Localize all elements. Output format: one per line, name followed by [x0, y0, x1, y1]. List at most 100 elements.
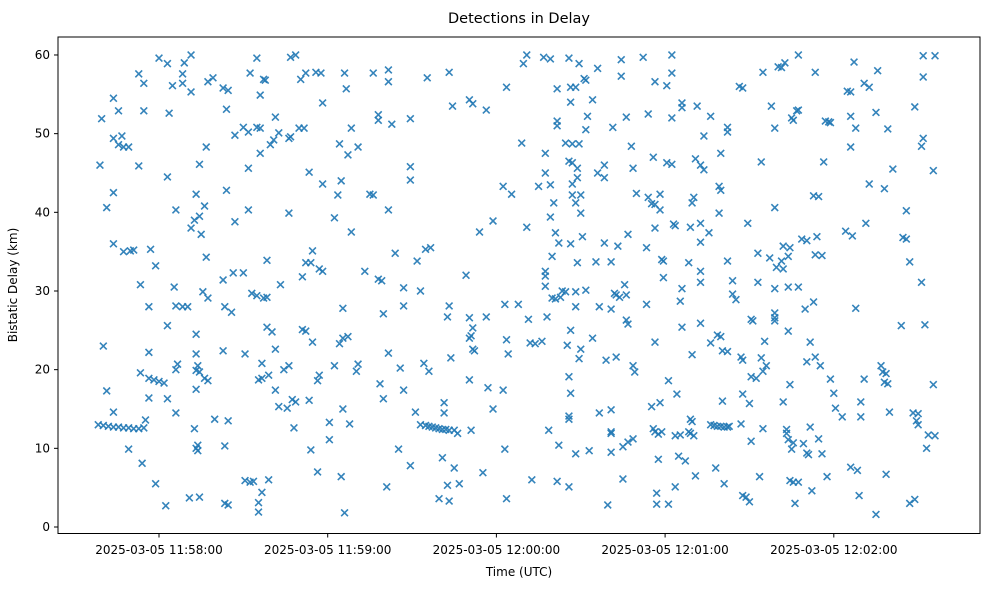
data-point-marker	[171, 365, 180, 374]
data-point-marker	[330, 361, 339, 370]
data-point-marker	[716, 332, 725, 341]
data-point-marker	[229, 268, 238, 277]
data-point-marker	[306, 258, 315, 267]
data-point-marker	[629, 361, 638, 370]
data-point-marker	[728, 290, 737, 299]
data-point-marker	[745, 497, 754, 506]
data-point-marker	[564, 412, 573, 421]
data-point-marker	[109, 408, 118, 417]
data-point-marker	[254, 498, 263, 507]
data-point-marker	[144, 394, 153, 402]
data-point-marker	[541, 149, 550, 158]
data-point-marker	[522, 223, 531, 232]
data-point-marker	[753, 249, 762, 258]
data-point-marker	[568, 139, 577, 148]
data-point-marker	[539, 53, 548, 62]
data-point-marker	[257, 488, 266, 497]
data-point-marker	[192, 190, 201, 199]
data-point-marker	[652, 500, 661, 509]
data-point-marker	[209, 73, 217, 82]
data-point-marker	[553, 84, 562, 93]
data-point-marker	[846, 112, 855, 121]
data-point-marker	[178, 79, 187, 88]
data-point-marker	[413, 257, 422, 266]
data-point-marker	[269, 135, 278, 144]
data-point-marker	[369, 69, 378, 78]
data-point-marker	[230, 131, 239, 140]
data-point-marker	[445, 68, 454, 77]
data-point-marker	[872, 510, 880, 519]
data-point-marker	[706, 338, 715, 347]
data-point-marker	[753, 278, 762, 287]
data-point-marker	[155, 54, 163, 63]
data-point-marker	[814, 434, 823, 443]
data-point-marker	[102, 203, 111, 212]
data-point-marker	[117, 132, 126, 140]
data-point-marker	[568, 191, 577, 199]
data-point-marker	[99, 342, 108, 351]
data-point-marker	[851, 304, 860, 313]
data-point-marker	[502, 494, 511, 503]
data-point-marker	[276, 280, 285, 289]
data-point-marker	[249, 477, 258, 486]
data-point-marker	[195, 160, 204, 169]
data-point-marker	[163, 321, 172, 330]
data-point-marker	[279, 365, 288, 374]
data-point-marker	[576, 209, 585, 218]
data-point-marker	[624, 230, 632, 239]
data-point-marker	[910, 102, 919, 111]
data-point-marker	[737, 419, 745, 428]
data-point-marker	[482, 106, 491, 115]
data-point-marker	[566, 326, 575, 335]
data-point-marker	[180, 58, 189, 67]
data-point-marker	[794, 478, 803, 487]
chart-title: Detections in Delay	[448, 11, 590, 27]
data-point-marker	[256, 149, 265, 158]
data-point-marker	[144, 302, 153, 311]
data-point-marker	[554, 441, 563, 450]
data-point-marker	[593, 64, 602, 73]
data-point-marker	[644, 193, 653, 202]
data-point-marker	[924, 430, 933, 439]
data-point-marker	[919, 134, 928, 143]
data-point-marker	[483, 383, 492, 392]
data-point-marker	[446, 353, 455, 362]
y-tick-label: 20	[35, 363, 50, 377]
data-point-marker	[656, 190, 665, 199]
data-point-marker	[519, 59, 528, 68]
data-point-marker	[342, 84, 351, 93]
data-point-marker	[139, 423, 148, 432]
data-point-marker	[360, 267, 369, 276]
data-point-marker	[831, 404, 840, 413]
data-point-marker	[144, 348, 153, 357]
data-point-marker	[651, 77, 659, 86]
data-point-marker	[617, 72, 626, 81]
data-point-marker	[151, 261, 160, 270]
data-point-marker	[608, 123, 617, 132]
data-point-marker	[271, 113, 280, 122]
data-point-marker	[748, 316, 757, 325]
data-point-marker	[467, 426, 476, 435]
data-point-marker	[704, 228, 713, 237]
data-point-marker	[338, 405, 347, 413]
data-point-marker	[620, 280, 629, 289]
data-point-marker	[424, 367, 433, 376]
data-point-marker	[318, 267, 327, 276]
data-point-marker	[575, 59, 584, 68]
data-point-marker	[696, 238, 705, 247]
data-point-marker	[220, 302, 229, 311]
data-point-marker	[607, 305, 616, 314]
data-point-marker	[607, 405, 616, 414]
data-point-marker	[917, 142, 926, 151]
data-point-marker	[406, 114, 415, 123]
data-point-marker	[266, 140, 275, 149]
data-point-marker	[639, 53, 648, 62]
data-point-marker	[151, 479, 160, 488]
data-point-marker	[600, 239, 609, 247]
data-point-marker	[438, 453, 447, 462]
data-point-marker	[198, 287, 207, 296]
data-point-marker	[411, 408, 420, 417]
data-point-marker	[905, 257, 914, 266]
data-point-marker	[445, 497, 454, 506]
data-point-marker	[779, 264, 788, 273]
